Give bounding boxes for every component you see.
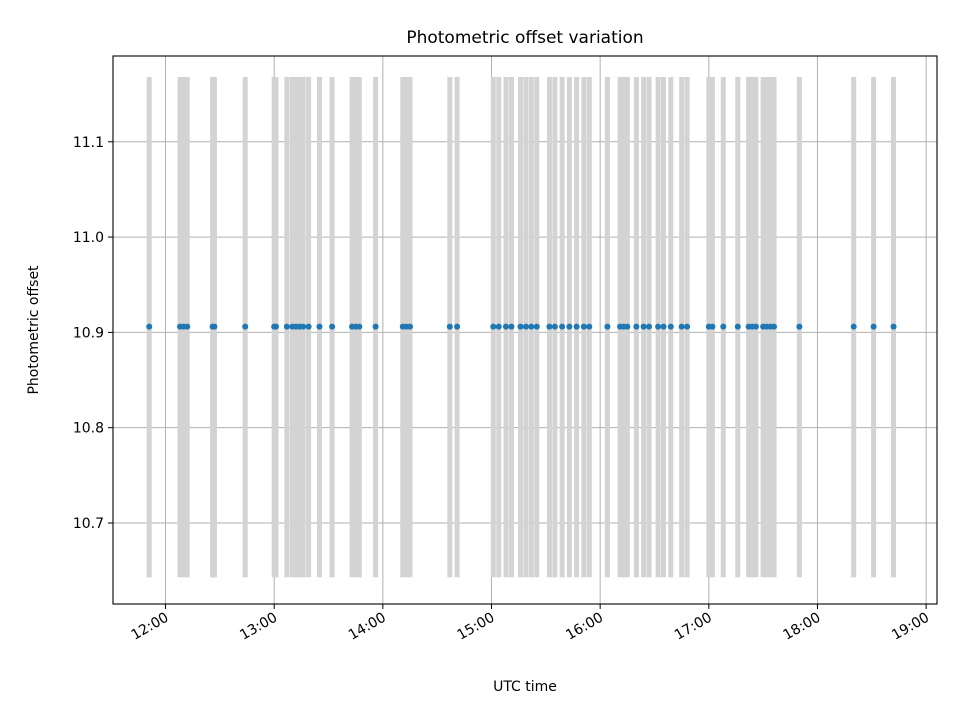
data-point bbox=[771, 323, 778, 330]
data-point bbox=[720, 323, 727, 330]
data-point bbox=[533, 323, 540, 330]
x-tick-label: 18:00 bbox=[781, 610, 824, 644]
data-point bbox=[522, 323, 529, 330]
data-point bbox=[573, 323, 580, 330]
data-point bbox=[655, 323, 662, 330]
data-point bbox=[640, 323, 647, 330]
y-tick-label: 11.1 bbox=[73, 135, 104, 151]
y-tick-label: 10.7 bbox=[73, 516, 104, 532]
data-point bbox=[551, 323, 558, 330]
data-points bbox=[146, 323, 897, 330]
data-point bbox=[633, 323, 640, 330]
y-tick-label: 10.9 bbox=[73, 325, 104, 341]
data-point bbox=[184, 323, 191, 330]
data-point bbox=[446, 323, 453, 330]
data-point bbox=[272, 323, 279, 330]
data-point bbox=[546, 323, 553, 330]
chart-title: Photometric offset variation bbox=[406, 28, 643, 48]
data-point bbox=[660, 323, 667, 330]
data-point bbox=[146, 323, 153, 330]
data-point bbox=[890, 323, 897, 330]
plot-frame bbox=[112, 55, 938, 605]
data-point bbox=[316, 323, 323, 330]
data-point bbox=[356, 323, 363, 330]
data-point bbox=[580, 323, 587, 330]
data-point bbox=[678, 323, 685, 330]
x-axis-ticks: 12:00 13:00 14:00 15:00 16:00 17:00 18:00 19:00 bbox=[129, 604, 932, 644]
x-tick-label: 16:00 bbox=[563, 610, 606, 644]
x-tick-label: 17:00 bbox=[672, 610, 715, 644]
data-point bbox=[604, 323, 611, 330]
x-tick-label: 19:00 bbox=[889, 610, 932, 644]
x-tick-label: 15:00 bbox=[455, 610, 498, 644]
data-point bbox=[734, 323, 741, 330]
x-tick-label: 12:00 bbox=[129, 610, 172, 644]
data-point bbox=[667, 323, 674, 330]
data-point bbox=[796, 323, 803, 330]
data-point bbox=[508, 323, 515, 330]
data-point bbox=[709, 323, 716, 330]
data-point bbox=[752, 323, 759, 330]
data-point bbox=[300, 323, 307, 330]
data-point bbox=[850, 323, 857, 330]
x-tick-label: 14:00 bbox=[346, 610, 389, 644]
data-point bbox=[684, 323, 691, 330]
data-point bbox=[407, 323, 414, 330]
data-point bbox=[517, 323, 524, 330]
y-tick-label: 10.8 bbox=[73, 421, 104, 437]
y-tick-label: 11.0 bbox=[73, 230, 104, 246]
data-point bbox=[454, 323, 461, 330]
y-axis-label: Photometric offset bbox=[26, 265, 42, 395]
data-point bbox=[528, 323, 535, 330]
data-point bbox=[624, 323, 631, 330]
data-point bbox=[242, 323, 249, 330]
data-point bbox=[329, 323, 336, 330]
data-point bbox=[566, 323, 573, 330]
x-tick-label: 13:00 bbox=[237, 610, 280, 644]
data-point bbox=[559, 323, 566, 330]
data-point bbox=[870, 323, 877, 330]
y-axis-ticks: 10.7 10.8 10.9 11.0 11.1 bbox=[73, 135, 113, 532]
data-point bbox=[646, 323, 653, 330]
data-point bbox=[495, 323, 502, 330]
data-point bbox=[490, 323, 497, 330]
data-point bbox=[586, 323, 593, 330]
data-point bbox=[502, 323, 509, 330]
data-point bbox=[211, 323, 218, 330]
x-axis-label: UTC time bbox=[493, 679, 557, 695]
data-point bbox=[372, 323, 379, 330]
data-point bbox=[305, 323, 312, 330]
data-point bbox=[283, 323, 290, 330]
